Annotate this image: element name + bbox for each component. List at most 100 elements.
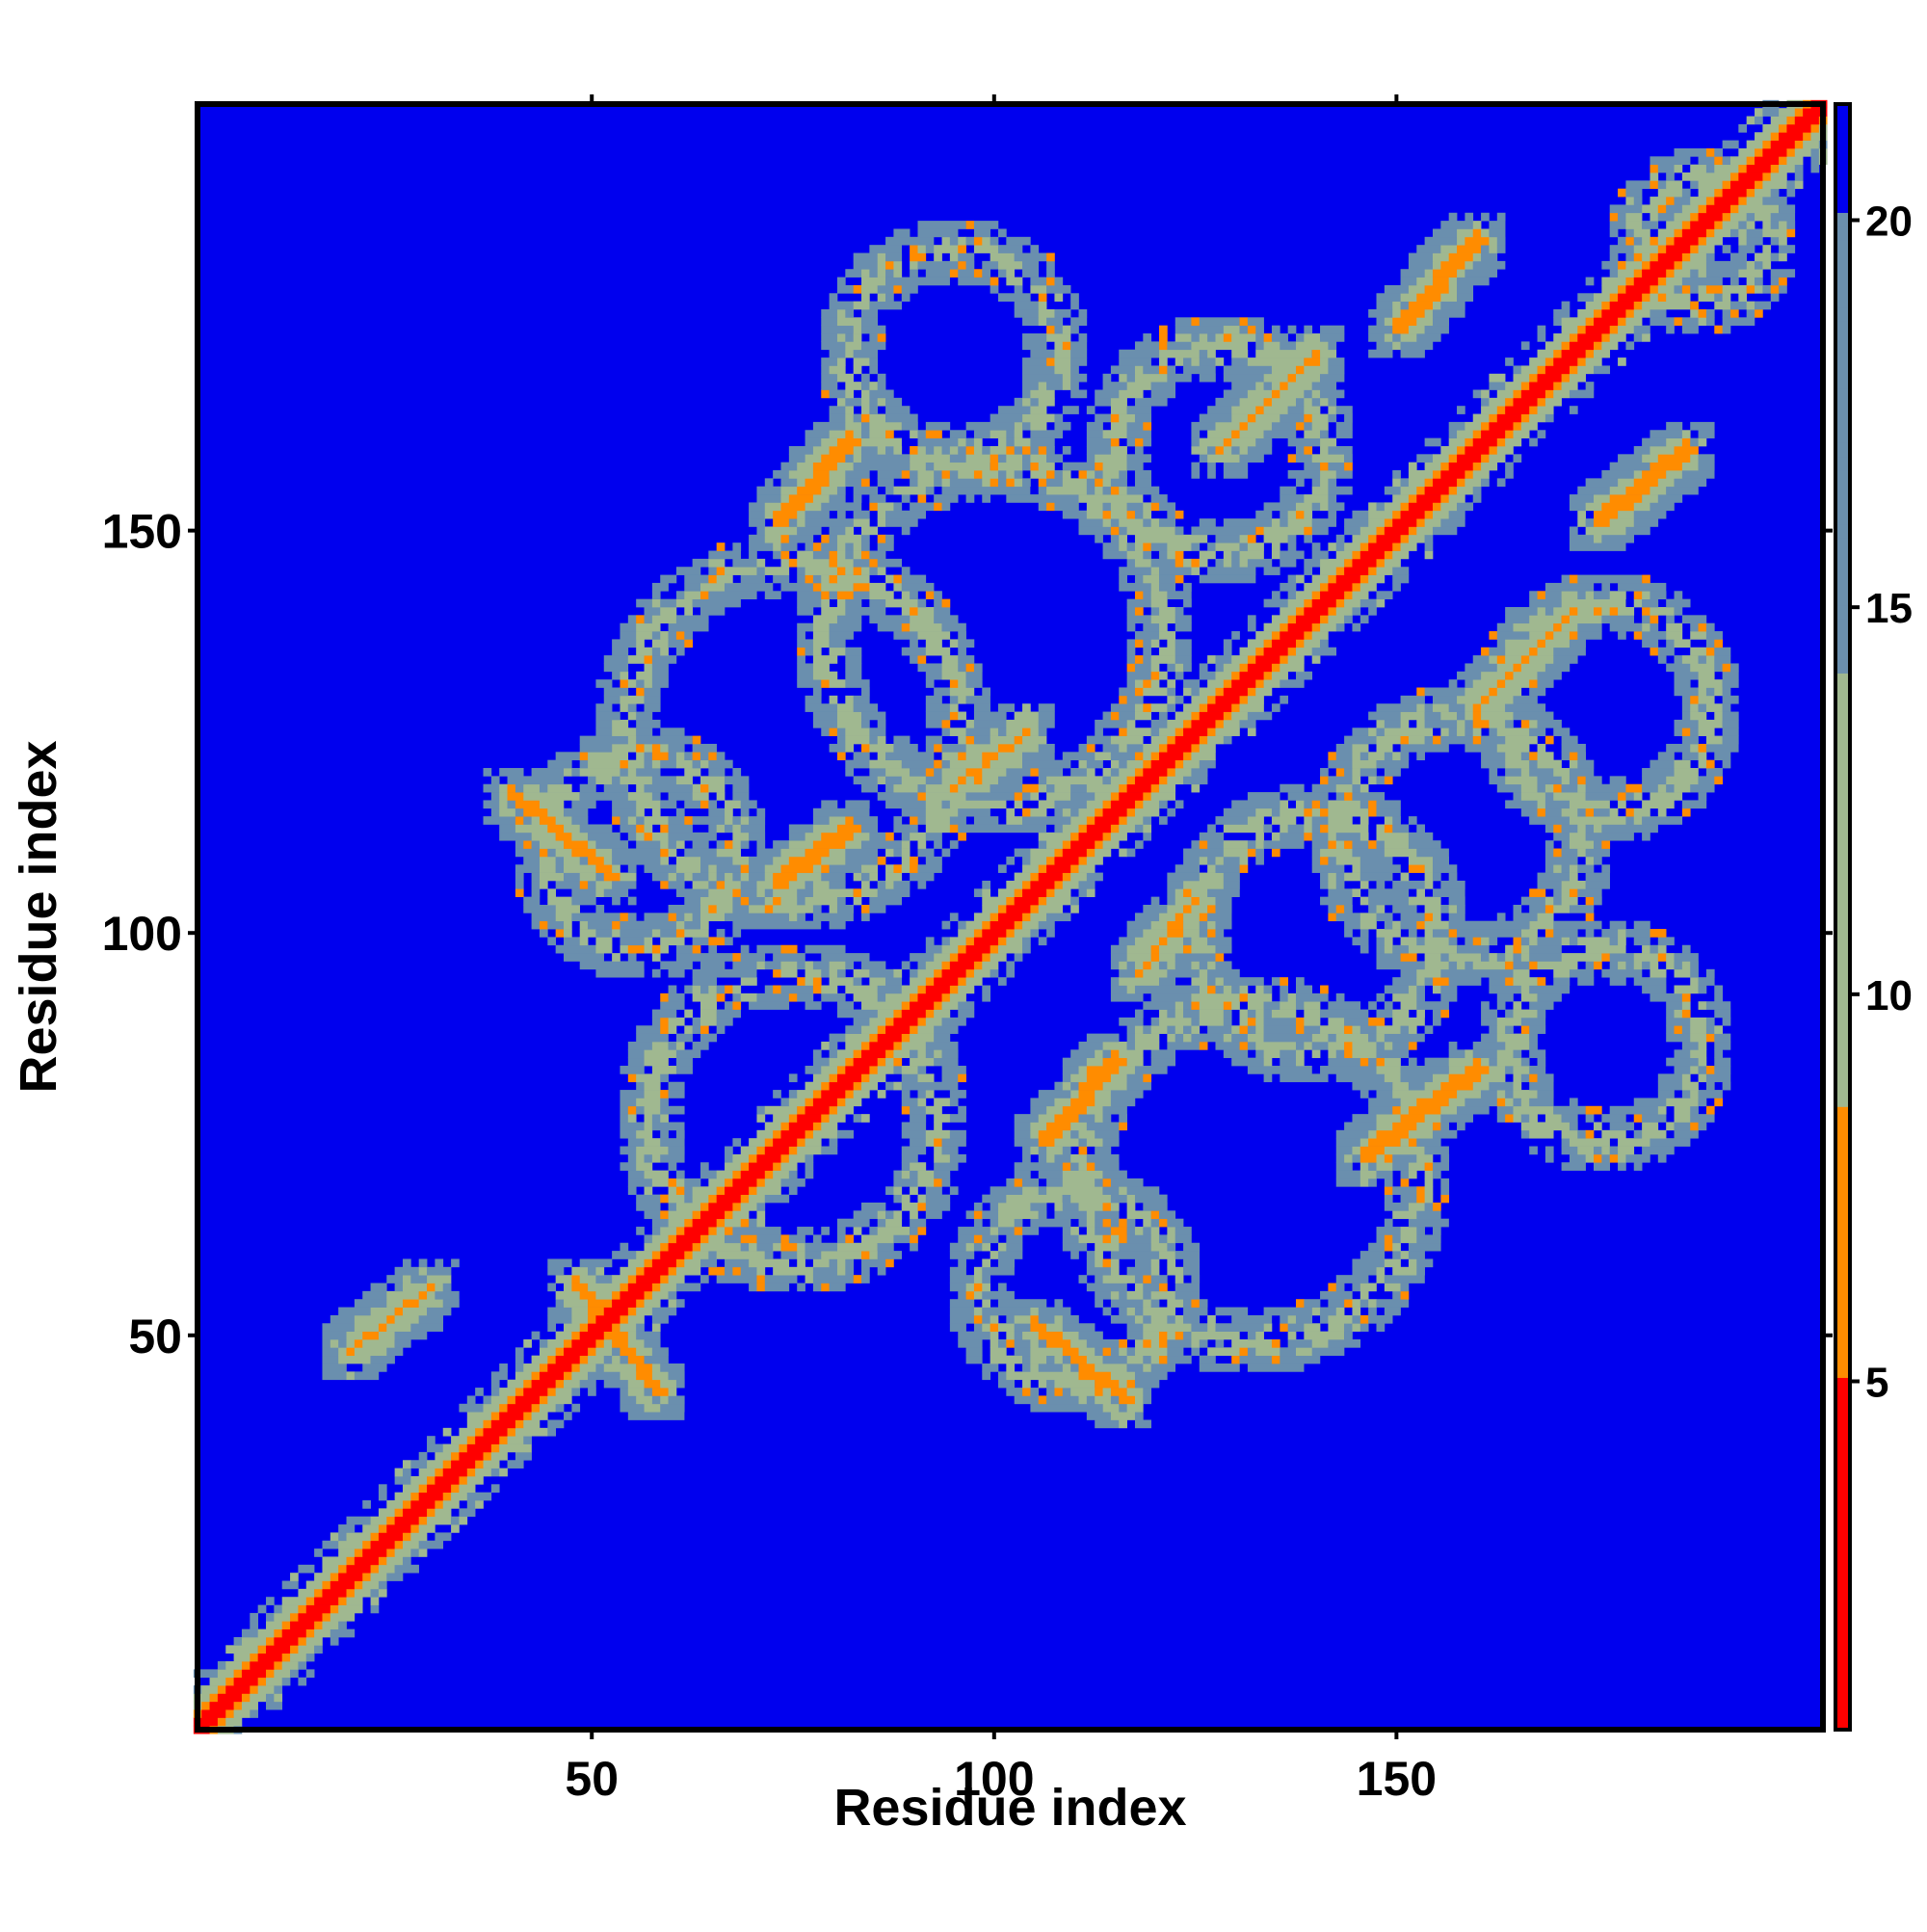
- heatmap-cell: [1714, 1009, 1731, 1019]
- heatmap-cell: [1304, 816, 1313, 825]
- heatmap-cell: [1376, 1033, 1386, 1043]
- heatmap-cell: [812, 663, 830, 673]
- heatmap-cell: [1199, 985, 1208, 994]
- heatmap-cell: [780, 961, 798, 970]
- heatmap-cell: [1481, 478, 1490, 488]
- heatmap-cell: [579, 920, 589, 930]
- heatmap-cell: [644, 1090, 661, 1098]
- heatmap-cell: [861, 783, 879, 793]
- heatmap-cell: [1359, 1057, 1369, 1067]
- heatmap-cell: [515, 840, 524, 849]
- heatmap-cell: [1601, 968, 1643, 978]
- heatmap-cell: [1577, 631, 1602, 640]
- heatmap-cell: [675, 631, 685, 640]
- heatmap-cell: [1239, 1355, 1273, 1364]
- heatmap-cell: [1199, 687, 1216, 697]
- heatmap-cell: [1280, 382, 1289, 390]
- heatmap-cell: [290, 1573, 299, 1581]
- heatmap-cell: [997, 937, 1007, 946]
- heatmap-cell: [1207, 968, 1240, 978]
- heatmap-cell: [1030, 1363, 1040, 1372]
- heatmap-cell: [644, 663, 653, 673]
- heatmap-cell: [1070, 1338, 1088, 1348]
- heatmap-cell: [1359, 1283, 1377, 1292]
- heatmap-cell: [708, 800, 718, 809]
- heatmap-cell: [1167, 703, 1176, 712]
- heatmap-cell: [668, 913, 677, 922]
- heatmap-cell: [845, 1057, 855, 1067]
- heatmap-cell: [901, 421, 918, 431]
- heatmap-cell: [1561, 783, 1578, 793]
- heatmap-cell: [1320, 397, 1329, 407]
- heatmap-cell: [298, 1612, 323, 1622]
- heatmap-cell: [1400, 1025, 1410, 1034]
- heatmap-cell: [1489, 687, 1498, 697]
- heatmap-cell: [901, 1170, 911, 1179]
- heatmap-cell: [1585, 929, 1595, 938]
- heatmap-cell: [427, 1516, 452, 1525]
- heatmap-cell: [1650, 445, 1675, 455]
- heatmap-cell: [836, 728, 846, 736]
- heatmap-cell: [1320, 896, 1353, 906]
- heatmap-cell: [1134, 413, 1151, 423]
- heatmap-cell: [370, 1307, 395, 1316]
- heatmap-cell: [675, 1057, 693, 1067]
- heatmap-cell: [1335, 1178, 1361, 1187]
- heatmap-cell: [877, 1251, 903, 1259]
- heatmap-cell: [1335, 872, 1345, 882]
- heatmap-cell: [836, 462, 854, 471]
- heatmap-cell: [1585, 832, 1634, 841]
- heatmap-cell: [1215, 1307, 1249, 1316]
- heatmap-cell: [1110, 992, 1144, 1002]
- heatmap-cell: [675, 647, 685, 656]
- heatmap-cell: [651, 1122, 685, 1131]
- heatmap-cell: [1650, 615, 1659, 624]
- heatmap-cell: [708, 567, 718, 575]
- heatmap-cell: [780, 550, 790, 560]
- heatmap-cell: [788, 445, 814, 455]
- heatmap-cell: [1014, 437, 1031, 447]
- heatmap-cell: [1119, 687, 1136, 697]
- heatmap-cell: [1408, 502, 1434, 512]
- heatmap-cell: [925, 703, 951, 712]
- heatmap-cell: [797, 1258, 805, 1268]
- heatmap-cell: [402, 1556, 411, 1566]
- heatmap-cell: [973, 1210, 983, 1220]
- heatmap-cell: [1714, 647, 1731, 656]
- heatmap-cell: [812, 462, 838, 471]
- heatmap-cell: [370, 1540, 395, 1549]
- heatmap-cell: [1078, 1371, 1112, 1381]
- heatmap-cell: [1255, 832, 1264, 841]
- heatmap-cell: [1400, 1290, 1410, 1300]
- heatmap-cell: [1296, 985, 1313, 994]
- heatmap-cell: [547, 1283, 557, 1292]
- heatmap-cell: [1078, 518, 1103, 527]
- heatmap-cell: [958, 655, 975, 664]
- heatmap-cell: [1633, 1162, 1643, 1171]
- heatmap-cell: [660, 759, 677, 769]
- heatmap-cell: [555, 1290, 580, 1300]
- heatmap-cell: [1392, 1186, 1417, 1196]
- heatmap-cell: [668, 1371, 685, 1381]
- heatmap-cell: [1150, 1290, 1175, 1300]
- heatmap-cell: [266, 1612, 275, 1622]
- heatmap-cell: [675, 759, 693, 769]
- heatmap-cell: [749, 1258, 790, 1268]
- heatmap-cell: [990, 953, 1007, 962]
- heatmap-cell: [1223, 389, 1249, 399]
- heatmap-cell: [564, 1299, 589, 1308]
- heatmap-cell: [1110, 759, 1120, 769]
- heatmap-cell: [1609, 606, 1619, 616]
- heatmap-cell: [386, 1323, 411, 1332]
- heatmap-cell: [1344, 567, 1369, 575]
- heatmap-cell: [1086, 502, 1103, 512]
- heatmap-cell: [1520, 929, 1538, 938]
- heatmap-cell: [797, 647, 805, 656]
- heatmap-cell: [1134, 510, 1144, 519]
- heatmap-cell: [1175, 1290, 1201, 1300]
- heatmap-cell: [233, 1636, 243, 1646]
- heatmap-cell: [1359, 1178, 1369, 1187]
- heatmap-cell: [1505, 679, 1530, 688]
- heatmap-cell: [716, 1009, 742, 1019]
- heatmap-cell: [1280, 832, 1305, 841]
